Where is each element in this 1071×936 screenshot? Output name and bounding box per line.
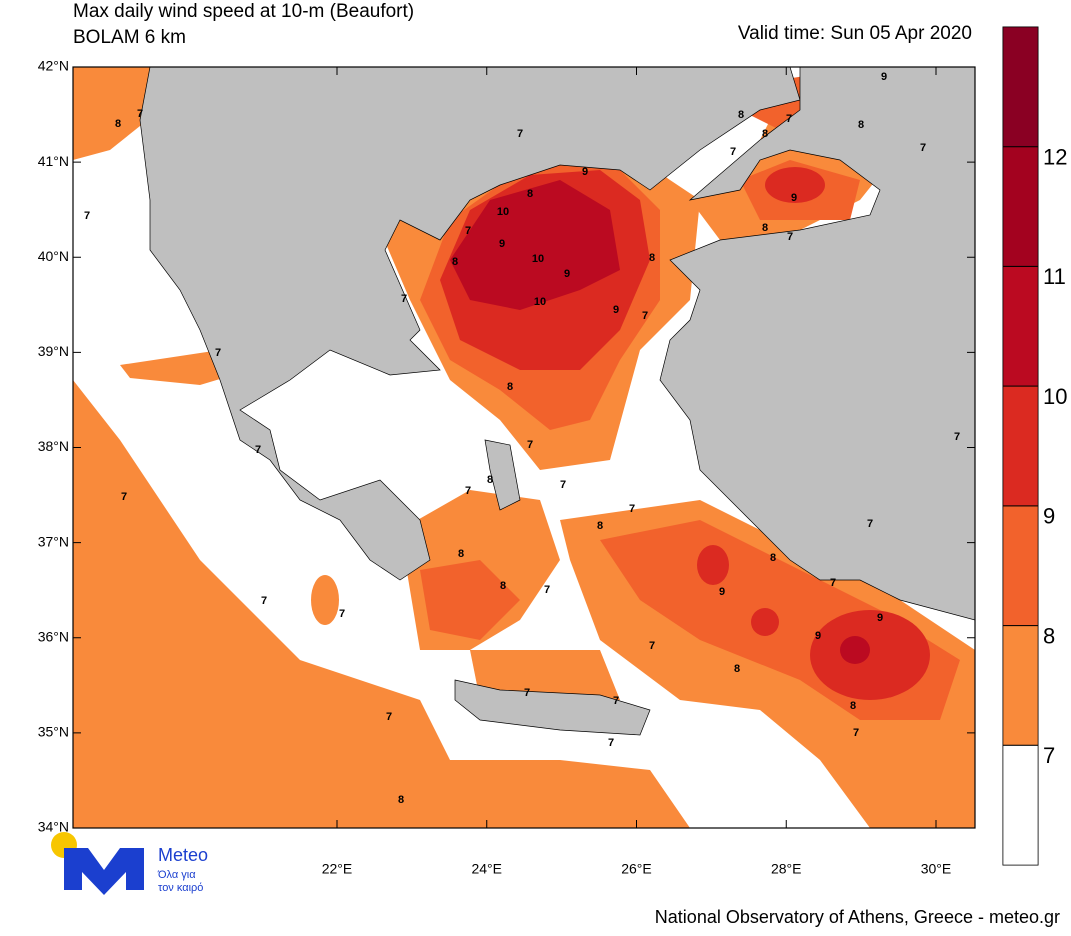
contour-label: 9 — [815, 630, 821, 642]
colorbar-band — [1002, 505, 1039, 626]
lon-label: 24°E — [471, 861, 502, 877]
contour-label: 7 — [517, 128, 523, 140]
contour-label: 7 — [786, 113, 792, 125]
contour-label: 7 — [920, 142, 926, 154]
contour-label: 8 — [858, 119, 864, 131]
contour-label: 9 — [791, 192, 797, 204]
contour-label: 7 — [560, 479, 566, 491]
contour-label: 7 — [465, 485, 471, 497]
title: Max daily wind speed at 10-m (Beaufort) — [73, 1, 414, 22]
contour-label: 8 — [762, 222, 768, 234]
contour-label: 9 — [719, 586, 725, 598]
contour-label: 7 — [524, 687, 530, 699]
logo: Meteo Όλα για τον καιρό — [51, 832, 208, 895]
colorbar-label: 8 — [1043, 623, 1055, 648]
contour-label: 8 — [115, 118, 121, 130]
contour-label: 7 — [255, 444, 261, 456]
lat-label: 40°N — [38, 248, 69, 264]
lon-label: 26°E — [621, 861, 652, 877]
contour-label: 10 — [532, 253, 544, 265]
contour-label: 7 — [137, 108, 143, 120]
contour-label: 9 — [881, 71, 887, 83]
contour-label: 8 — [507, 381, 513, 393]
lat-label: 37°N — [38, 533, 69, 549]
contour-label: 8 — [398, 794, 404, 806]
contour-label: 9 — [499, 238, 505, 250]
map — [73, 67, 975, 828]
contour-label: 8 — [762, 128, 768, 140]
contour-label: 8 — [649, 252, 655, 264]
model: BOLAM 6 km — [73, 27, 186, 48]
lat-label: 34°N — [38, 819, 69, 835]
contour-label: 8 — [458, 548, 464, 560]
contour-label: 7 — [544, 584, 550, 596]
contour-label: 7 — [830, 577, 836, 589]
valid-time: Valid time: Sun 05 Apr 2020 — [738, 23, 972, 44]
lat-label: 38°N — [38, 438, 69, 454]
contour-label: 8 — [500, 580, 506, 592]
contour-label: 8 — [850, 700, 856, 712]
contour-label: 7 — [339, 608, 345, 620]
contour-label: 8 — [738, 109, 744, 121]
contour-label: 7 — [121, 491, 127, 503]
contour-label: 7 — [261, 595, 267, 607]
contour-label: 10 — [534, 296, 546, 308]
contour-label: 7 — [853, 727, 859, 739]
colorbar-label: 11 — [1043, 264, 1066, 289]
lat-label: 35°N — [38, 724, 69, 740]
contour-label: 7 — [465, 225, 471, 237]
contour-label: 8 — [487, 474, 493, 486]
contour-label: 8 — [597, 520, 603, 532]
contour-label: 7 — [401, 293, 407, 305]
contour-label: 8 — [734, 663, 740, 675]
contour-label: 7 — [629, 503, 635, 515]
contour-label: 8 — [527, 188, 533, 200]
contour-label: 8 — [770, 552, 776, 564]
lat-label: 39°N — [38, 343, 69, 359]
colorbar-band — [1002, 266, 1039, 387]
colorbar-label: 12 — [1043, 145, 1067, 170]
contour-label: 9 — [613, 304, 619, 316]
footer: National Observatory of Athens, Greece -… — [655, 907, 1060, 927]
contour-label: 7 — [867, 518, 873, 530]
contour-label: 10 — [497, 206, 509, 218]
contour-label: 8 — [452, 256, 458, 268]
lon-label: 28°E — [771, 861, 802, 877]
lon-label: 22°E — [322, 861, 353, 877]
contour-label: 7 — [613, 695, 619, 707]
colorbar-band — [1002, 146, 1039, 267]
contour-label: 7 — [386, 711, 392, 723]
lon-label: 30°E — [921, 861, 952, 877]
contour-label: 9 — [564, 268, 570, 280]
lat-label: 36°N — [38, 628, 69, 644]
colorbar-band — [1002, 744, 1039, 866]
colorbar-band — [1002, 26, 1039, 148]
contour-label: 7 — [787, 231, 793, 243]
lat-label: 41°N — [38, 153, 69, 169]
lat-label: 42°N — [38, 58, 69, 74]
colorbar-label: 7 — [1043, 743, 1055, 768]
contour-label: 7 — [954, 431, 960, 443]
colorbar-band — [1002, 625, 1039, 746]
contour-label: 7 — [215, 347, 221, 359]
colorbar-band — [1002, 385, 1039, 507]
contour-label: 7 — [84, 210, 90, 222]
logo-name: Meteo — [158, 845, 208, 865]
contour-label: 9 — [582, 166, 588, 178]
contour-label: 9 — [877, 612, 883, 624]
colorbar-label: 9 — [1043, 504, 1055, 529]
contour-label: 7 — [527, 439, 533, 451]
logo-tagline: τον καιρό — [158, 882, 203, 894]
contour-label: 7 — [730, 146, 736, 158]
contour-label: 7 — [649, 640, 655, 652]
logo-tagline: Όλα για — [157, 869, 196, 881]
contour-label: 7 — [642, 310, 648, 322]
colorbar-label: 10 — [1043, 384, 1067, 409]
contour-label: 7 — [608, 737, 614, 749]
